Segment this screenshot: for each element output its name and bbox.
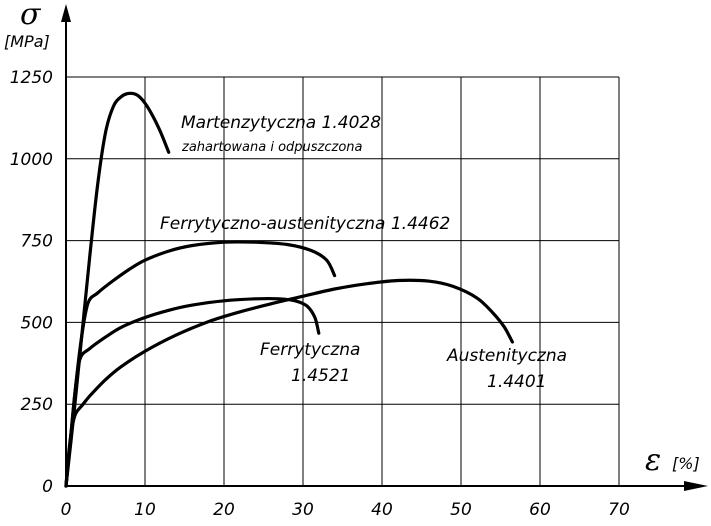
labels: σ [MPa] ε [%] Martenzytyczna 1.4028 zaha… xyxy=(4,0,700,478)
martensitic-curve xyxy=(64,91,171,488)
austenitic-label: Austenityczna xyxy=(446,346,567,366)
martensitic-label: Martenzytyczna 1.4028 xyxy=(181,113,381,133)
duplex-curve xyxy=(64,240,337,488)
y-axis-arrow xyxy=(61,4,71,22)
x-tick-label-40: 40 xyxy=(371,500,393,520)
y-tick-label-750: 750 xyxy=(21,232,53,252)
grid-lines xyxy=(66,76,620,486)
austenitic-grade: 1.4401 xyxy=(487,372,546,392)
curves xyxy=(64,91,514,488)
y-tick-label-0: 0 xyxy=(42,477,53,497)
y-axis-unit: [MPa] xyxy=(4,32,50,51)
y-tick-label-500: 500 xyxy=(21,313,53,333)
x-axis-arrow xyxy=(684,481,708,491)
x-tick-label-0: 0 xyxy=(61,500,72,520)
x-axis-symbol: ε xyxy=(645,443,661,478)
ferritic-curve xyxy=(64,296,321,488)
x-tick-label-30: 30 xyxy=(292,500,314,520)
y-tick-label-1250: 1250 xyxy=(10,68,53,88)
y-tick-label-250: 250 xyxy=(21,395,53,415)
x-tick-label-60: 60 xyxy=(529,500,551,520)
x-tick-label-10: 10 xyxy=(134,500,156,520)
martensitic-sublabel: zahartowana i odpuszczona xyxy=(181,140,363,155)
x-tick-label-50: 50 xyxy=(450,500,472,520)
axes: 0 10 20 30 40 50 60 70 0 250 500 750 1000 1250 xyxy=(10,4,708,520)
y-axis-symbol: σ xyxy=(20,0,42,32)
duplex-label: Ferrytyczno-austenityczna 1.4462 xyxy=(160,214,450,234)
ferritic-grade: 1.4521 xyxy=(291,366,350,386)
x-tick-label-70: 70 xyxy=(608,500,630,520)
y-tick-label-1000: 1000 xyxy=(10,150,53,170)
ferritic-label: Ferrytyczna xyxy=(260,340,360,360)
x-tick-label-20: 20 xyxy=(213,500,235,520)
x-axis-unit: [%] xyxy=(672,454,700,473)
austenitic-curve xyxy=(64,278,514,488)
